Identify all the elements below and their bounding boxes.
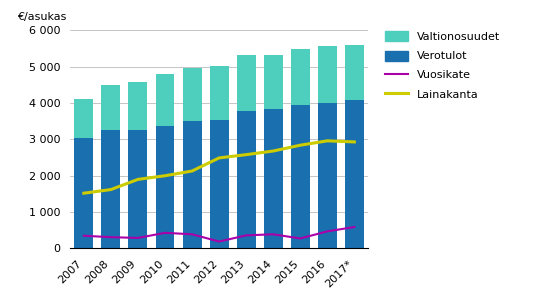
Bar	[183, 121, 202, 248]
Bar	[102, 85, 121, 130]
Bar	[237, 55, 256, 112]
Bar	[75, 138, 94, 248]
Bar	[210, 65, 229, 120]
Bar	[102, 130, 121, 248]
Legend: Valtionosuudet, Verotulot, Vuosikate, Lainakanta: Valtionosuudet, Verotulot, Vuosikate, La…	[385, 32, 500, 100]
Bar	[264, 109, 283, 248]
Bar	[345, 45, 364, 100]
Bar	[129, 82, 147, 130]
Bar	[129, 130, 147, 248]
Bar	[237, 112, 256, 248]
Bar	[156, 126, 175, 248]
Text: €/asukas: €/asukas	[17, 12, 66, 22]
Bar	[291, 49, 310, 105]
Bar	[210, 120, 229, 248]
Bar	[318, 103, 337, 248]
Bar	[183, 68, 202, 121]
Bar	[156, 74, 175, 126]
Bar	[291, 105, 310, 248]
Bar	[318, 46, 337, 103]
Bar	[345, 100, 364, 248]
Bar	[264, 55, 283, 109]
Bar	[75, 99, 94, 138]
